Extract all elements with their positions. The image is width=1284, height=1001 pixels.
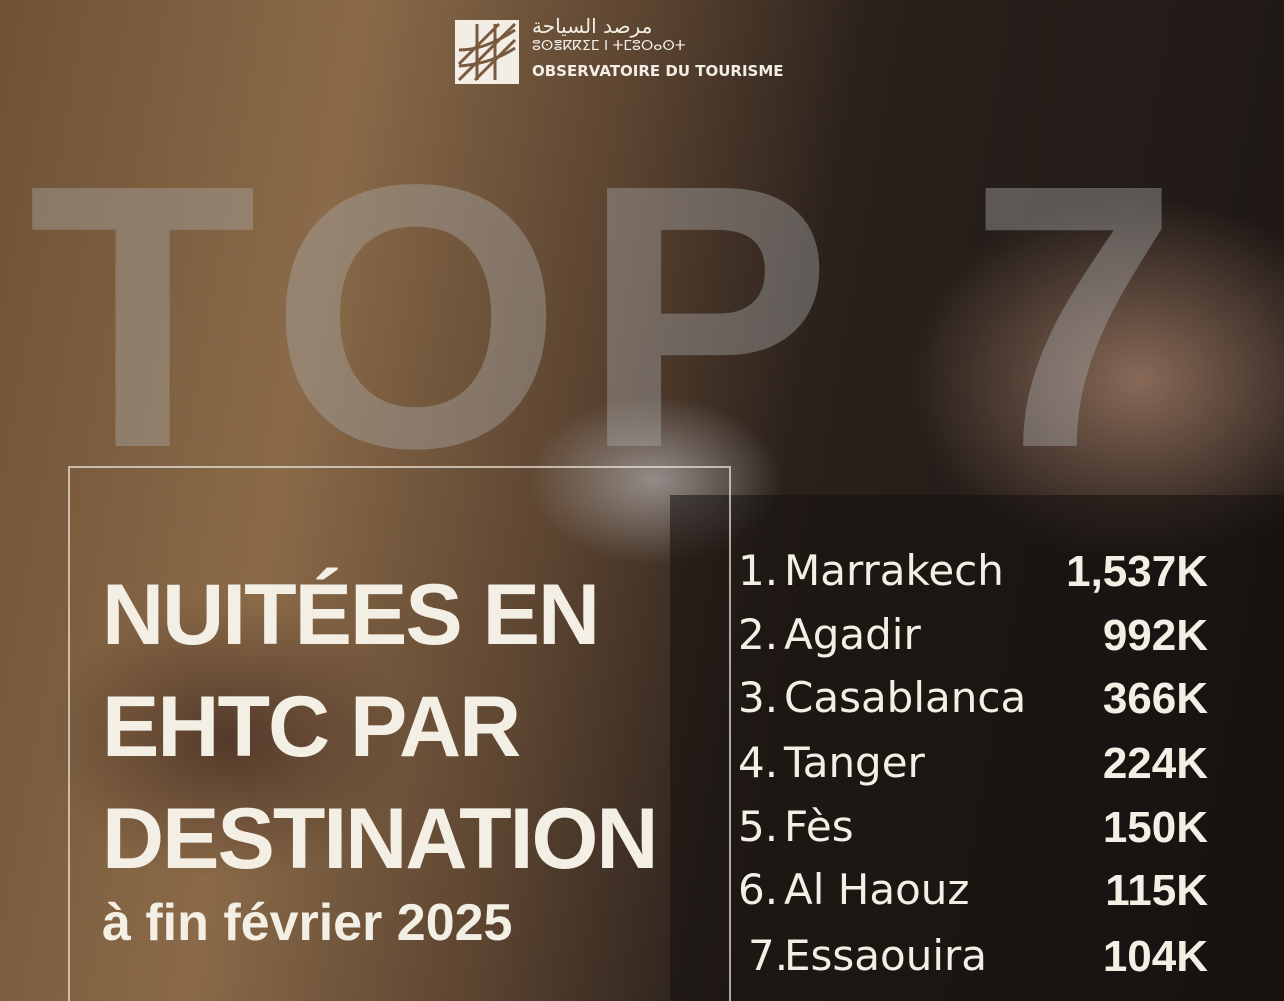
logo-arabic: مرصد السياحة (532, 14, 653, 38)
logo-mark (455, 20, 519, 84)
destination: Al Haouz (784, 865, 970, 914)
value: 104K (1102, 932, 1208, 981)
value: 1,537K (1066, 547, 1208, 596)
headline: TOP 7 (28, 108, 1199, 526)
rank: 1. (738, 546, 779, 595)
destination: Casablanca (784, 673, 1027, 722)
destination: Marrakech (784, 546, 1004, 595)
logo-tifinagh: ⵓⵙⴻⴽⴽⵉⵎ ⵏ ⵜⵎⵓⵔⴰⵙⵜ (532, 38, 686, 54)
logo-icon (457, 22, 517, 82)
value: 115K (1105, 866, 1208, 915)
destination: Agadir (784, 610, 921, 659)
value: 224K (1102, 739, 1208, 788)
rank: 2. (738, 610, 779, 659)
rank: 4. (738, 738, 779, 787)
subtitle: à fin février 2025 (102, 894, 513, 952)
rank: 7. (748, 931, 789, 980)
title-line: EHTC PAR (102, 679, 521, 775)
value: 150K (1102, 803, 1208, 852)
list-panel (670, 495, 1284, 1001)
rank: 5. (738, 802, 779, 851)
frame (68, 466, 731, 1001)
destination: Tanger (784, 738, 925, 787)
logo-name: OBSERVATOIRE DU TOURISME (532, 62, 784, 80)
value: 992K (1102, 611, 1208, 660)
value: 366K (1102, 674, 1208, 723)
destination: Fès (784, 802, 854, 851)
rank: 3. (738, 673, 779, 722)
title-line: DESTINATION (102, 791, 659, 887)
rank: 6. (738, 865, 779, 914)
title-line: NUITÉES EN (102, 567, 600, 663)
destination: Essaouira (784, 931, 988, 980)
